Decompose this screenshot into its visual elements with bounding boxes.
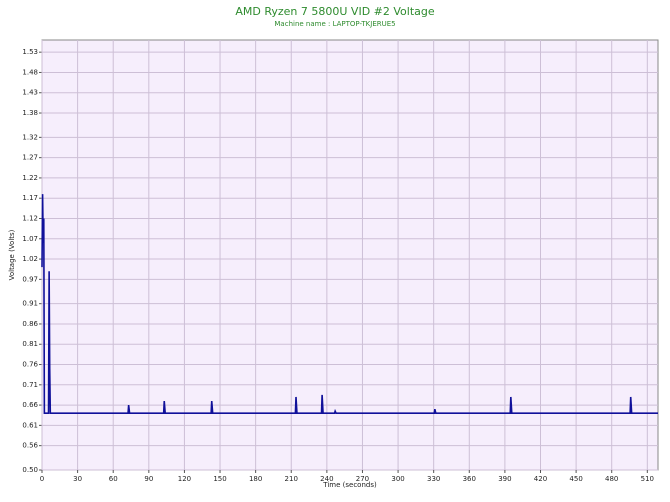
y-tick-label: 1.32 [22, 133, 38, 141]
y-tick-label: 1.38 [22, 109, 38, 117]
x-tick-label: 270 [356, 475, 369, 483]
x-tick-label: 420 [534, 475, 547, 483]
y-tick-label: 0.81 [22, 340, 38, 348]
x-tick-label: 0 [40, 475, 44, 483]
x-tick-label: 390 [498, 475, 511, 483]
y-tick-label: 1.02 [22, 255, 38, 263]
x-tick-label: 240 [320, 475, 333, 483]
data-line [41, 194, 658, 415]
chart-title: AMD Ryzen 7 5800U VID #2 Voltage [235, 5, 435, 18]
y-tick-label: 1.22 [22, 174, 38, 182]
x-tick-label: 210 [285, 475, 298, 483]
y-tick-label: 0.50 [22, 466, 38, 474]
y-tick-label: 1.48 [22, 68, 38, 76]
x-tick-label: 90 [144, 475, 153, 483]
x-tick-label: 180 [249, 475, 262, 483]
y-tick-label: 0.56 [22, 442, 38, 450]
x-tick-label: 120 [178, 475, 191, 483]
y-tick-label: 0.71 [22, 381, 38, 389]
y-tick-label: 0.76 [22, 361, 38, 369]
y-tick-label: 0.66 [22, 401, 38, 409]
y-tick-label: 1.17 [22, 194, 38, 202]
y-tick-label: 0.97 [22, 275, 38, 283]
y-tick-label: 0.86 [22, 320, 38, 328]
x-tick-label: 330 [427, 475, 440, 483]
y-tick-label: 1.43 [22, 89, 38, 97]
y-tick-label: 1.27 [22, 154, 38, 162]
x-tick-label: 150 [213, 475, 226, 483]
chart-subtitle: Machine name : LAPTOP-TKJERUE5 [274, 20, 395, 28]
y-axis-label: Voltage (Volts) [8, 229, 16, 280]
plot-area [41, 39, 659, 471]
y-tick-label: 1.53 [22, 48, 38, 56]
x-tick-label: 450 [569, 475, 582, 483]
x-tick-label: 300 [391, 475, 404, 483]
y-tick-label: 1.07 [22, 235, 38, 243]
x-tick-label: 480 [605, 475, 618, 483]
x-tick-label: 30 [73, 475, 82, 483]
y-tick-label: 0.91 [22, 300, 38, 308]
x-tick-label: 360 [463, 475, 476, 483]
x-axis-label: Time (seconds) [322, 481, 377, 489]
x-tick-label: 510 [641, 475, 654, 483]
y-tick-label: 0.61 [22, 421, 38, 429]
x-tick-label: 60 [109, 475, 118, 483]
y-tick-label: 1.12 [22, 214, 38, 222]
